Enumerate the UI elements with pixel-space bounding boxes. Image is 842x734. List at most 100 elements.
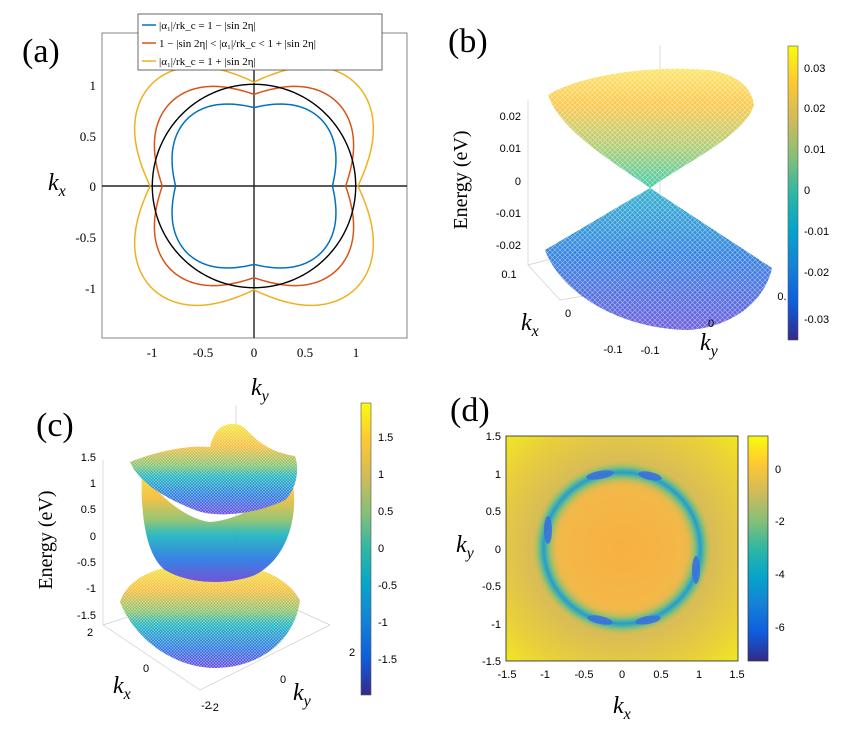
ky-tick: -0.1 xyxy=(641,345,660,357)
y-tick: -1.5 xyxy=(482,656,501,668)
colorbar-tick: -4 xyxy=(775,569,785,581)
panel-b-colorbar-ticks: 0.03 0.02 0.01 0 -0.01 -0.02 -0.03 xyxy=(804,63,829,326)
ky-tick: 0 xyxy=(280,674,286,686)
kx-tick: -2 xyxy=(201,700,211,712)
series-curve xyxy=(153,85,355,287)
x-tick: -1 xyxy=(540,669,550,681)
z-tick: 1.5 xyxy=(81,452,96,464)
z-tick: -0.02 xyxy=(496,240,521,252)
panel-d-ring-minima xyxy=(544,470,700,625)
z-tick: 0 xyxy=(515,176,521,188)
colorbar-tick: 1 xyxy=(378,469,384,481)
kx-tick: 0 xyxy=(143,663,149,675)
panel-c-zlabel: Energy (eV) xyxy=(35,490,57,589)
colorbar-tick: 0.5 xyxy=(378,506,393,518)
legend-entry: 1 − |sin 2η| < |α₁|/rk_c < 1 + |sin 2η| xyxy=(159,38,316,50)
series-curve xyxy=(171,103,337,269)
z-tick: -1.5 xyxy=(77,610,96,622)
panel-b-colorbar xyxy=(787,45,799,341)
x-tick: 1 xyxy=(696,669,702,681)
panel-c-label: (c) xyxy=(36,407,74,444)
ky-tick: 0. xyxy=(777,291,786,303)
colorbar-tick: -6 xyxy=(775,622,785,634)
panel-b-z-ticks: 0.02 0.01 0 -0.01 -0.02 xyxy=(496,111,521,252)
panel-c-kx-label: kx xyxy=(113,673,131,703)
panel-a-ylabel: kx xyxy=(48,170,66,200)
panel-b-kx-label: kx xyxy=(521,310,539,340)
panel-a: (a) 1 0.5 0 -0.5 -1 -1 -0.5 0 0.5 1 ky k… xyxy=(22,13,408,405)
panel-b-kx-ticks: 0.1 0 -0.1 xyxy=(501,269,622,356)
panel-c-colorbar-ticks: 1.5 1 0.5 0 -0.5 -1 -1.5 xyxy=(378,432,397,666)
colorbar-tick: -0.03 xyxy=(804,314,829,326)
legend-entry: |α₁|/rk_c = 1 − |sin 2η| xyxy=(159,20,256,32)
z-tick: -0.01 xyxy=(496,208,521,220)
panel-d-y-ticks: 1.5 1 0.5 0 -0.5 -1 -1.5 xyxy=(482,431,501,668)
x-tick: 0.5 xyxy=(297,345,313,360)
z-tick: -1 xyxy=(86,583,96,595)
panel-b: (b) 0.02 0.01 0 -0.01 -0.02 Energy (eV) … xyxy=(448,23,829,360)
y-tick: 0.5 xyxy=(80,129,96,144)
colorbar-tick: -1 xyxy=(378,617,388,629)
colorbar-tick: -2 xyxy=(775,516,785,528)
y-tick: -1 xyxy=(491,619,501,631)
panel-d-colorbar xyxy=(747,435,769,662)
panel-b-lower-mesh xyxy=(545,188,772,330)
panel-c: (c) 1.5 1 0.5 0 -0.5 -1 -1.5 Energy (eV)… xyxy=(35,402,397,714)
panel-b-upper-mesh xyxy=(548,68,754,188)
panel-c-z-ticks: 1.5 1 0.5 0 -0.5 -1 -1.5 xyxy=(77,452,96,622)
ky-tick: 0 xyxy=(708,318,714,330)
panel-d: (d) 1.5 1 0.5 0 -0.5 -1 -1.5 -1.5 -1 -0.… xyxy=(450,392,785,723)
y-tick: 1.5 xyxy=(486,431,501,443)
x-tick: -0.5 xyxy=(575,669,594,681)
colorbar-tick: 1.5 xyxy=(378,432,393,444)
z-tick: 1 xyxy=(90,478,96,490)
panel-b-ky-label: ky xyxy=(700,330,719,360)
x-tick: -1 xyxy=(147,345,158,360)
z-tick: 0.01 xyxy=(500,143,521,155)
x-tick: 1 xyxy=(353,345,360,360)
panel-c-kx-ticks: 2 0 -2 xyxy=(87,627,211,712)
series-curve xyxy=(151,83,357,289)
kx-tick: 0.1 xyxy=(501,269,516,281)
panel-b-ky-ticks: -0.1 0 0. xyxy=(641,291,787,357)
z-tick: 0.02 xyxy=(500,111,521,123)
panel-c-middle-surface xyxy=(141,470,295,582)
colorbar-tick: -0.5 xyxy=(378,580,397,592)
ky-tick: 2 xyxy=(349,647,355,659)
kx-tick: 2 xyxy=(87,627,93,639)
panel-a-x-ticks: -1 -0.5 0 0.5 1 xyxy=(147,345,360,360)
y-tick: 0 xyxy=(90,179,97,194)
panel-d-ring xyxy=(531,460,713,636)
panel-d-colorbar-ticks: 0 -2 -4 -6 xyxy=(775,464,785,634)
panel-c-lower-mesh xyxy=(120,564,300,668)
y-tick: 1 xyxy=(90,78,97,93)
colorbar-tick: -1.5 xyxy=(378,654,397,666)
panel-c-ky-ticks: -2 0 2 xyxy=(209,647,355,714)
colorbar-tick: 0 xyxy=(378,543,384,555)
y-tick: -0.5 xyxy=(482,581,501,593)
panel-b-zlabel: Energy (eV) xyxy=(450,130,472,229)
y-tick: -1 xyxy=(85,281,96,296)
y-tick: 0.5 xyxy=(486,506,501,518)
panel-d-x-ticks: -1.5 -1 -0.5 0 0.5 1 1.5 xyxy=(498,669,745,681)
panel-a-xlabel: ky xyxy=(251,375,270,405)
panel-d-ylabel: ky xyxy=(456,532,475,562)
colorbar-tick: -0.01 xyxy=(804,226,829,238)
colorbar-tick: 0.02 xyxy=(804,103,825,115)
panel-a-label: (a) xyxy=(22,33,60,70)
z-tick: 0.5 xyxy=(81,504,96,516)
x-tick: -0.5 xyxy=(193,345,214,360)
panel-c-ky-label: ky xyxy=(293,680,312,710)
colorbar-tick: 0 xyxy=(804,185,810,197)
x-tick: 1.5 xyxy=(729,669,744,681)
x-tick: -1.5 xyxy=(498,669,517,681)
x-tick: 0 xyxy=(251,345,258,360)
panel-a-y-ticks: 1 0.5 0 -0.5 -1 xyxy=(75,78,96,296)
y-tick: 0 xyxy=(495,544,501,556)
kx-tick: -0.1 xyxy=(604,344,623,356)
colorbar-tick: 0.03 xyxy=(804,63,825,75)
legend-entry: |α₁|/rk_c = 1 + |sin 2η| xyxy=(159,56,256,68)
y-tick: 1 xyxy=(495,469,501,481)
colorbar-tick: 0.01 xyxy=(804,144,825,156)
